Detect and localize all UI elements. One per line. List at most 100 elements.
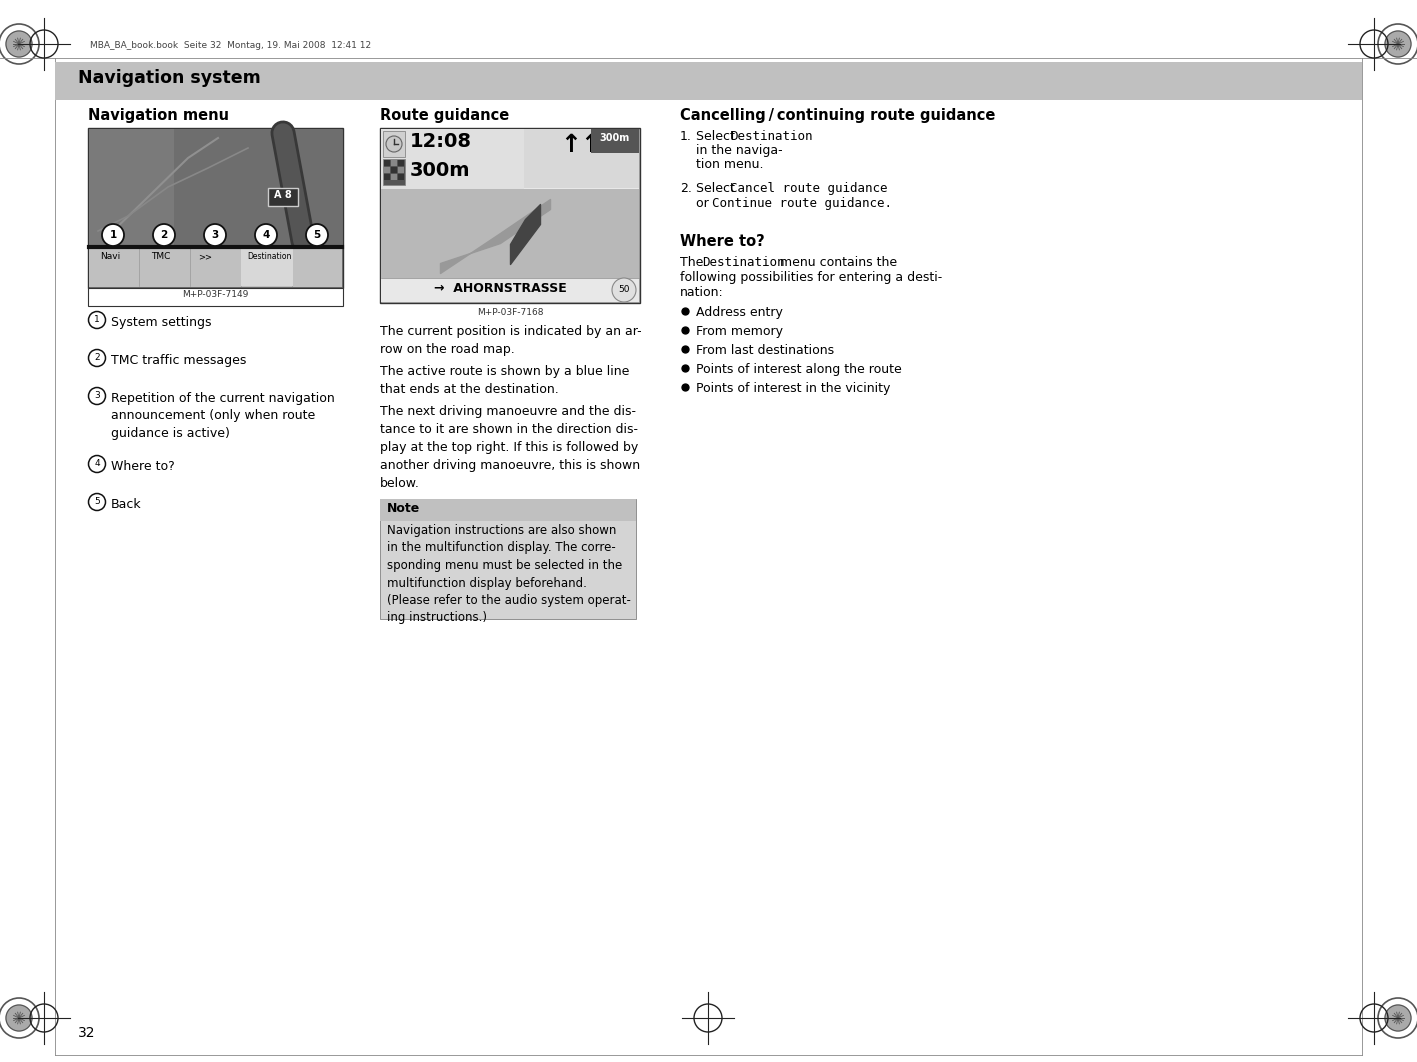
FancyBboxPatch shape — [380, 129, 640, 303]
Text: Navigation system: Navigation system — [78, 69, 261, 87]
Text: TMC: TMC — [152, 252, 170, 261]
Text: or: or — [696, 196, 713, 210]
Text: A 8: A 8 — [273, 190, 292, 200]
Text: TMC traffic messages: TMC traffic messages — [111, 354, 247, 367]
Circle shape — [6, 1005, 33, 1031]
Text: tion menu.: tion menu. — [696, 158, 764, 171]
FancyBboxPatch shape — [89, 129, 341, 247]
FancyBboxPatch shape — [391, 174, 397, 179]
Circle shape — [88, 349, 105, 366]
Text: Destination: Destination — [247, 252, 292, 261]
Text: ↑↑: ↑↑ — [560, 133, 602, 157]
Text: 4: 4 — [262, 230, 269, 240]
Text: 12:08: 12:08 — [410, 132, 472, 151]
FancyBboxPatch shape — [380, 499, 636, 521]
Text: Cancel route guidance: Cancel route guidance — [730, 182, 887, 195]
Text: From last destinations: From last destinations — [696, 344, 835, 357]
Text: Navigation menu: Navigation menu — [88, 108, 230, 123]
FancyBboxPatch shape — [55, 62, 1362, 100]
FancyBboxPatch shape — [391, 167, 397, 173]
Text: Continue route guidance.: Continue route guidance. — [711, 196, 891, 210]
Text: Address entry: Address entry — [696, 306, 782, 319]
FancyBboxPatch shape — [381, 189, 639, 278]
Circle shape — [153, 224, 176, 246]
Text: Route guidance: Route guidance — [380, 108, 509, 123]
Text: 3: 3 — [94, 392, 99, 400]
Text: Back: Back — [111, 498, 142, 511]
Text: Where to?: Where to? — [680, 234, 765, 249]
Circle shape — [88, 311, 105, 328]
Text: Points of interest in the vicinity: Points of interest in the vicinity — [696, 382, 890, 395]
Text: 1: 1 — [109, 230, 116, 240]
Text: 3: 3 — [211, 230, 218, 240]
Text: The: The — [680, 256, 707, 269]
FancyBboxPatch shape — [384, 167, 390, 173]
Text: Cancelling / continuing route guidance: Cancelling / continuing route guidance — [680, 108, 995, 123]
FancyBboxPatch shape — [89, 247, 341, 287]
FancyBboxPatch shape — [380, 499, 636, 619]
FancyBboxPatch shape — [398, 160, 404, 166]
Text: Destination: Destination — [701, 256, 785, 269]
Text: Navi: Navi — [101, 252, 120, 261]
Circle shape — [88, 494, 105, 511]
Text: following possibilities for entering a desti-: following possibilities for entering a d… — [680, 271, 942, 284]
FancyBboxPatch shape — [383, 159, 405, 185]
Text: The active route is shown by a blue line
that ends at the destination.: The active route is shown by a blue line… — [380, 365, 629, 396]
FancyBboxPatch shape — [391, 160, 397, 166]
Text: 2: 2 — [94, 354, 99, 362]
FancyBboxPatch shape — [591, 129, 639, 153]
FancyBboxPatch shape — [384, 174, 390, 179]
FancyBboxPatch shape — [241, 247, 293, 286]
FancyBboxPatch shape — [384, 160, 390, 166]
FancyBboxPatch shape — [381, 129, 524, 189]
Text: Points of interest along the route: Points of interest along the route — [696, 363, 901, 376]
Text: Destination: Destination — [730, 130, 812, 143]
Text: M+P-03F-7168: M+P-03F-7168 — [476, 308, 543, 316]
Text: →  AHORNSTRASSE: → AHORNSTRASSE — [434, 282, 567, 295]
Text: Repetition of the current navigation
announcement (only when route
guidance is a: Repetition of the current navigation ann… — [111, 392, 334, 440]
Text: 4: 4 — [94, 460, 99, 468]
Text: 5: 5 — [94, 497, 99, 507]
Circle shape — [204, 224, 225, 246]
Circle shape — [612, 278, 636, 302]
Circle shape — [6, 31, 33, 57]
FancyBboxPatch shape — [398, 167, 404, 173]
Circle shape — [88, 456, 105, 473]
Text: System settings: System settings — [111, 316, 211, 329]
Circle shape — [1384, 31, 1411, 57]
Text: The next driving manoeuvre and the dis-
tance to it are shown in the direction d: The next driving manoeuvre and the dis- … — [380, 405, 640, 490]
Circle shape — [385, 136, 402, 152]
FancyBboxPatch shape — [89, 129, 174, 247]
Text: 2: 2 — [160, 230, 167, 240]
Text: nation:: nation: — [680, 286, 724, 299]
Text: The current position is indicated by an ar-
row on the road map.: The current position is indicated by an … — [380, 325, 642, 356]
Text: Select: Select — [696, 182, 738, 195]
Text: 50: 50 — [618, 286, 629, 294]
FancyBboxPatch shape — [88, 288, 343, 306]
FancyBboxPatch shape — [383, 131, 405, 157]
Circle shape — [1384, 1005, 1411, 1031]
Text: 2.: 2. — [680, 182, 691, 195]
Circle shape — [255, 224, 276, 246]
Text: in the naviga-: in the naviga- — [696, 144, 782, 157]
FancyBboxPatch shape — [268, 188, 298, 206]
Circle shape — [306, 224, 327, 246]
Text: 1.: 1. — [680, 130, 691, 143]
Circle shape — [88, 388, 105, 405]
Text: From memory: From memory — [696, 325, 784, 338]
Text: 32: 32 — [78, 1026, 95, 1040]
Text: Select: Select — [696, 130, 738, 143]
FancyBboxPatch shape — [381, 278, 639, 302]
FancyBboxPatch shape — [398, 174, 404, 179]
Text: Navigation instructions are also shown
in the multifunction display. The corre-
: Navigation instructions are also shown i… — [387, 524, 631, 624]
Text: 300m: 300m — [410, 161, 470, 179]
FancyBboxPatch shape — [524, 129, 639, 188]
Text: Where to?: Where to? — [111, 460, 174, 473]
Text: Note: Note — [387, 502, 421, 515]
FancyBboxPatch shape — [88, 129, 343, 288]
Text: >>: >> — [198, 252, 213, 261]
Text: MBA_BA_book.book  Seite 32  Montag, 19. Mai 2008  12:41 12: MBA_BA_book.book Seite 32 Montag, 19. Ma… — [91, 41, 371, 51]
FancyBboxPatch shape — [381, 129, 639, 189]
Circle shape — [102, 224, 125, 246]
Text: 5: 5 — [313, 230, 320, 240]
